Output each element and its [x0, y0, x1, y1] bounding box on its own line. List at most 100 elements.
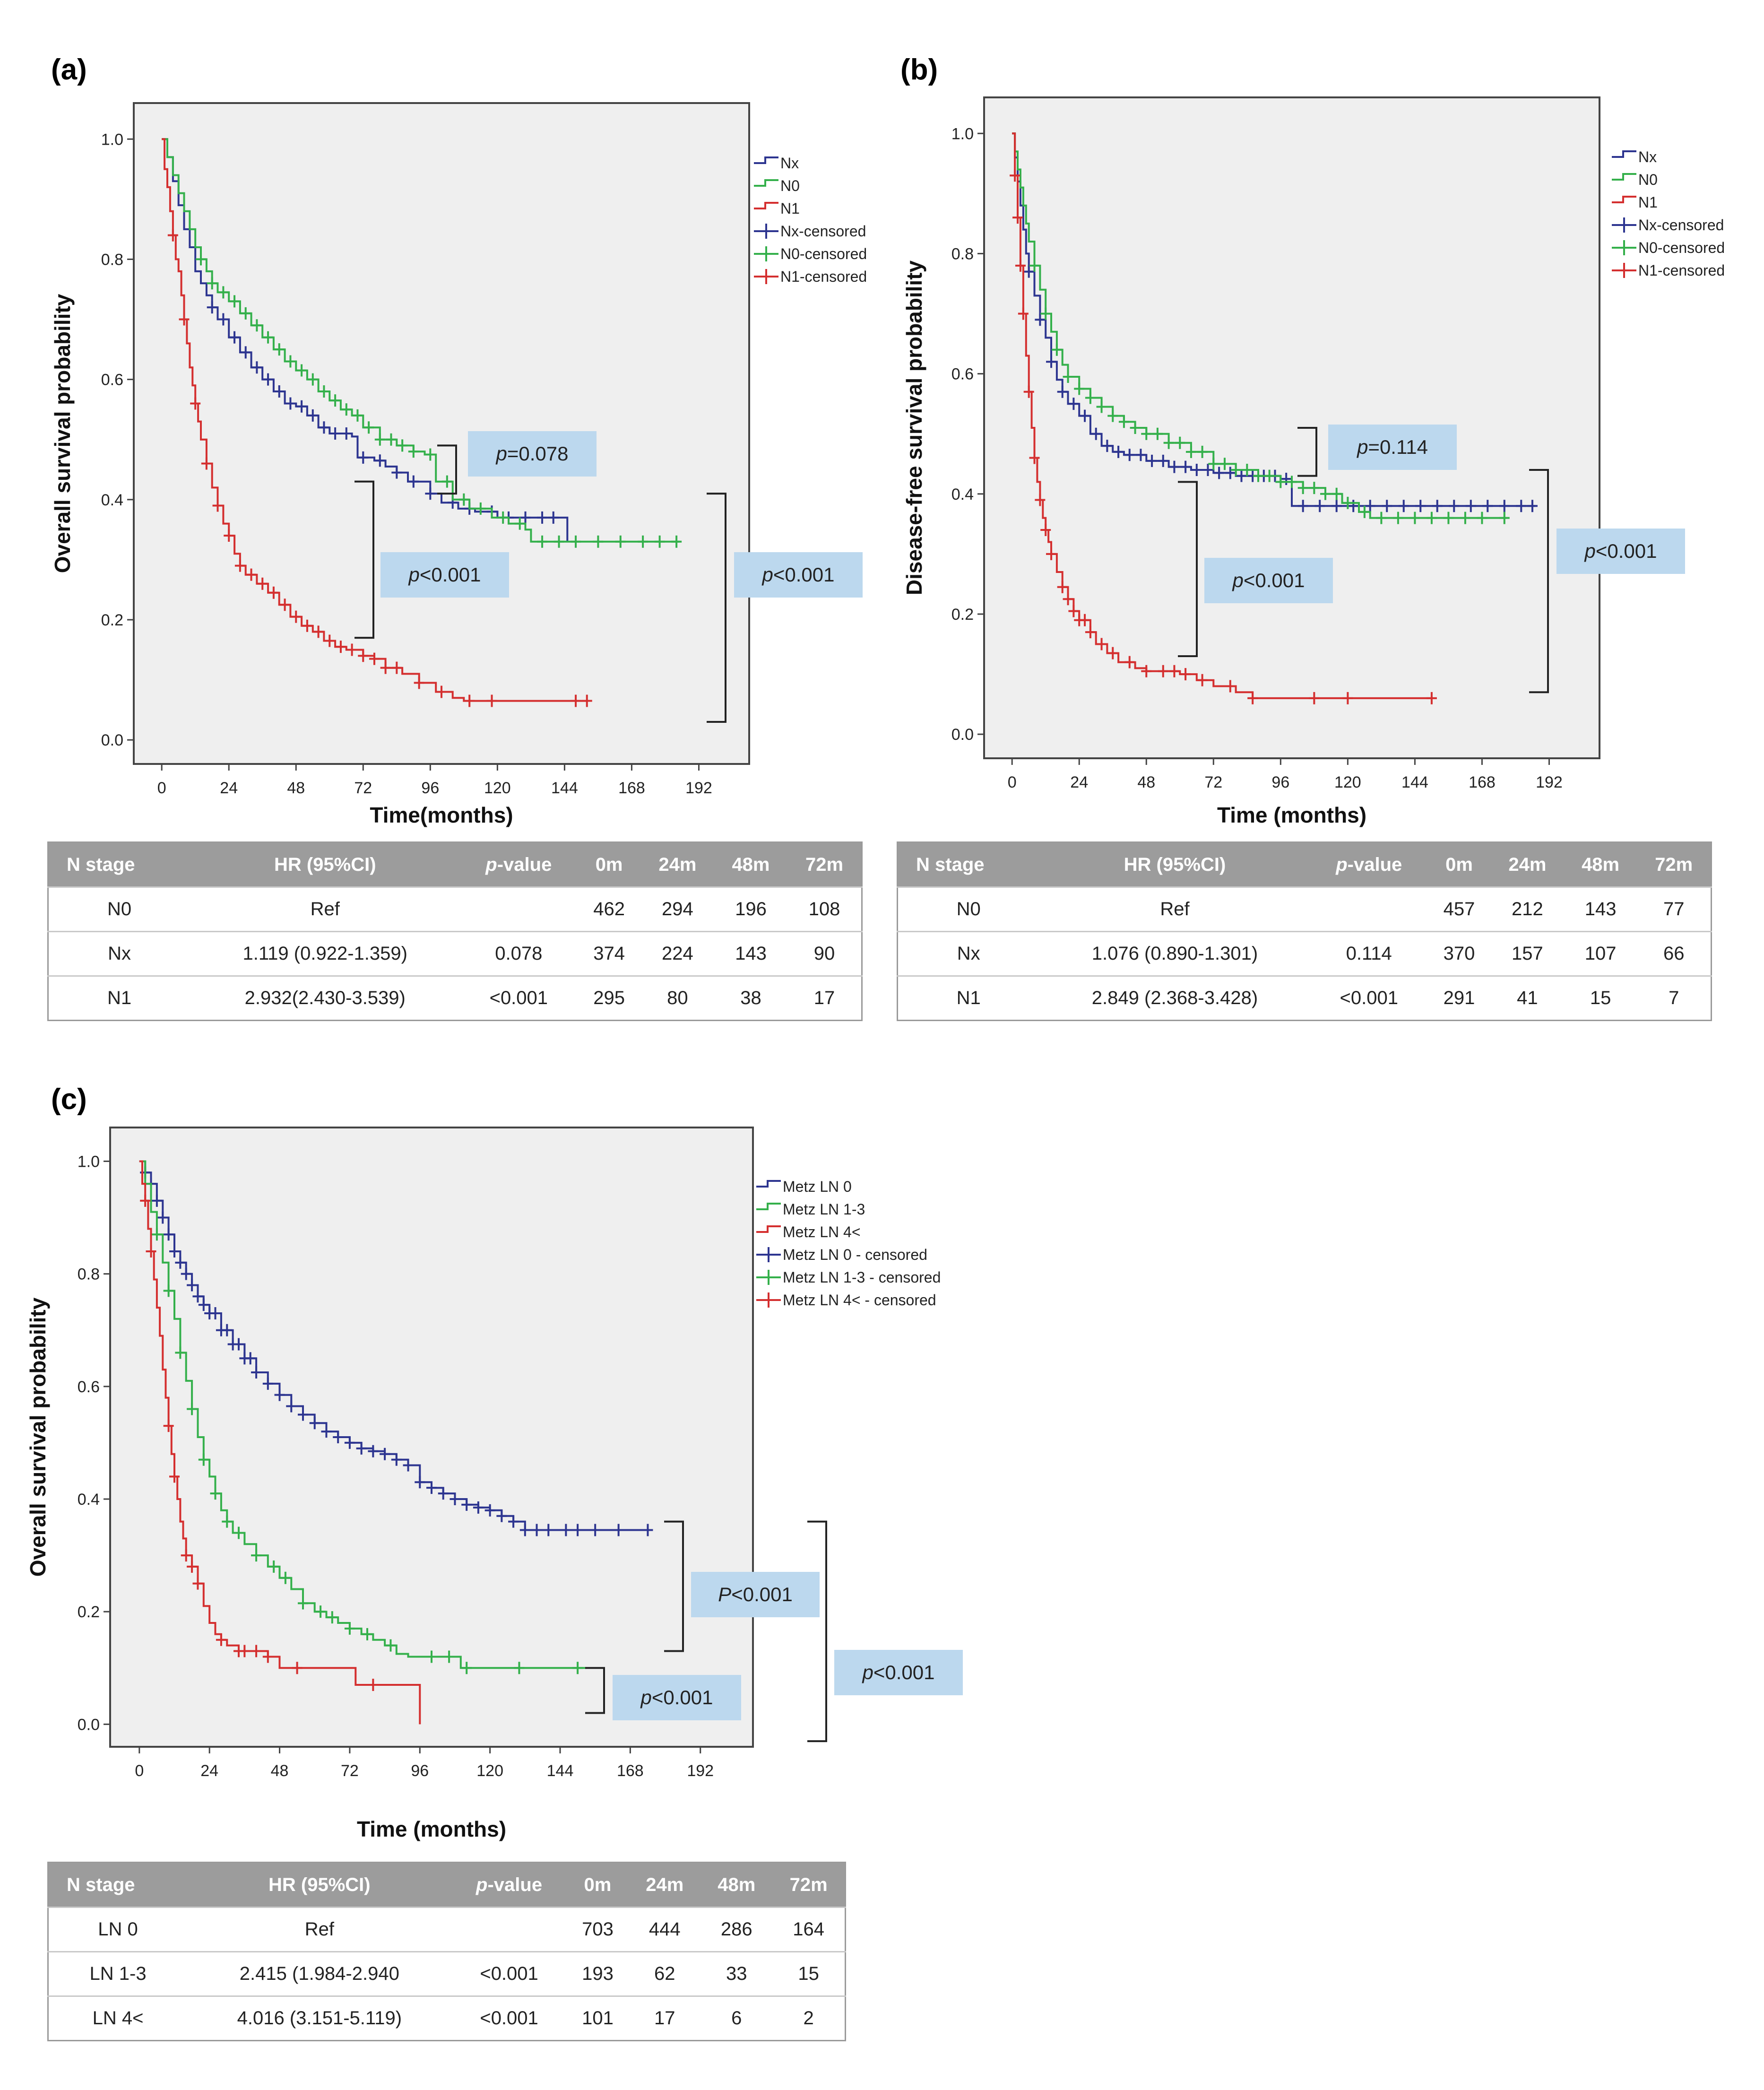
legend-line-swatch [1612, 196, 1636, 203]
censor-mark [486, 694, 497, 707]
censor-mark [1163, 436, 1174, 449]
cell-hr: 1.076 (0.890-1.301) [1039, 931, 1311, 976]
censor-mark [590, 1524, 601, 1536]
comparison-bracket [585, 1667, 605, 1714]
censor-mark [1029, 451, 1040, 464]
cell-72m: 15 [772, 1951, 846, 1996]
censor-mark [1107, 647, 1118, 659]
censor-mark [1018, 307, 1029, 320]
cell-0m: 291 [1427, 975, 1491, 1021]
cell-24m: 41 [1491, 975, 1564, 1021]
censor-mark [593, 535, 604, 548]
censor-mark [280, 1571, 291, 1584]
cell-72m: 2 [772, 1995, 846, 2041]
censor-mark [1219, 458, 1230, 470]
cell-72m: 66 [1637, 931, 1712, 976]
censor-mark [1309, 692, 1320, 704]
censor-mark [1197, 674, 1208, 686]
survival-curve-n1 [162, 138, 587, 702]
x-tick-label: 48 [271, 1762, 289, 1780]
censor-mark [391, 466, 402, 479]
y-tick-label: 0.2 [78, 1603, 100, 1621]
cell-72m: 90 [787, 931, 862, 976]
censor-mark [1460, 512, 1470, 524]
censor-mark [157, 1211, 168, 1224]
censor-mark [175, 1256, 186, 1269]
risk-table-c: N stage HR (95%CI) p-value 0m 24m 48m 72… [47, 1862, 846, 2041]
y-tick-label: 0.8 [78, 1266, 100, 1283]
censor-mark [1113, 445, 1124, 458]
y-tick-label: 0.2 [101, 611, 123, 629]
censor-mark [1063, 593, 1073, 606]
censor-mark [1080, 409, 1090, 422]
censor-mark [268, 586, 279, 599]
censor-mark [363, 421, 374, 434]
censor-mark [425, 487, 436, 500]
censor-mark [190, 397, 201, 410]
y-tick-label: 0.4 [78, 1491, 100, 1509]
censor-mark [368, 1445, 379, 1457]
y-tick-label: 1.0 [78, 1153, 100, 1171]
censor-mark [1074, 382, 1085, 395]
x-tick-label: 192 [1536, 773, 1563, 791]
cell-24m: 157 [1491, 931, 1564, 976]
censor-mark [1141, 665, 1152, 677]
censor-mark [553, 535, 564, 548]
censor-mark [613, 1524, 624, 1536]
header-hr: HR (95%CI) [1039, 842, 1311, 887]
censor-mark [1320, 487, 1331, 500]
x-tick-label: 144 [547, 1762, 574, 1780]
censor-mark [654, 535, 665, 548]
comparison-bracket [355, 480, 374, 639]
censor-mark [251, 1549, 262, 1562]
censor-mark [537, 535, 548, 548]
censor-mark [358, 650, 369, 662]
censor-mark [207, 301, 217, 314]
censor-mark [1029, 259, 1040, 272]
censor-mark [1426, 512, 1437, 524]
p-value-box [1556, 529, 1685, 574]
censor-mark [315, 1605, 326, 1618]
censor-mark [1382, 500, 1392, 512]
cell-48m: 15 [1564, 975, 1637, 1021]
censor-mark [333, 1431, 344, 1443]
x-tick-label: 168 [1469, 773, 1496, 791]
p-value-box [1328, 425, 1457, 470]
cell-72m: 17 [787, 975, 862, 1021]
y-axis-label: Disease-free survival probability [902, 260, 926, 595]
x-tick-label: 168 [617, 1762, 644, 1780]
censor-mark [1225, 680, 1236, 693]
censor-mark [391, 661, 402, 674]
censor-mark [1214, 467, 1225, 479]
censor-mark [240, 346, 251, 359]
legend-line-swatch [756, 1203, 781, 1210]
legend: Nx N0 N1 Nx-censored N0-censored N1-censored [754, 155, 867, 285]
legend-item: N0-censored [1638, 239, 1725, 256]
censor-mark [298, 1408, 308, 1421]
censor-mark [167, 229, 178, 242]
censor-mark [169, 1470, 180, 1483]
censor-mark [229, 331, 240, 344]
cell-48m: 6 [700, 1995, 773, 2041]
censor-mark [1415, 500, 1426, 512]
header-p-value: p-value [451, 1862, 567, 1908]
censor-mark [207, 277, 217, 290]
header-n-stage: N stage [897, 842, 1039, 887]
censor-mark [292, 1662, 303, 1674]
cell-p [451, 1907, 567, 1952]
x-tick-label: 72 [341, 1762, 359, 1780]
censor-mark [1191, 463, 1202, 476]
table-row: Nx 1.119 (0.922-1.359) 0.078 374 224 143… [48, 931, 862, 976]
x-axis-label: Time(months) [370, 803, 513, 827]
censor-mark [313, 625, 324, 638]
cell-24m: 80 [640, 975, 714, 1021]
censor-mark [1085, 391, 1096, 404]
x-axis-label: Time (months) [357, 1817, 506, 1841]
cell-stage: LN 0 [48, 1907, 188, 1952]
y-tick-label: 0.4 [951, 486, 974, 503]
p-value-label: p<0.001 [640, 1686, 713, 1708]
y-tick-label: 0.2 [951, 606, 974, 624]
censor-mark [1253, 469, 1263, 482]
censor-mark [330, 394, 341, 407]
censor-mark [1499, 512, 1510, 524]
